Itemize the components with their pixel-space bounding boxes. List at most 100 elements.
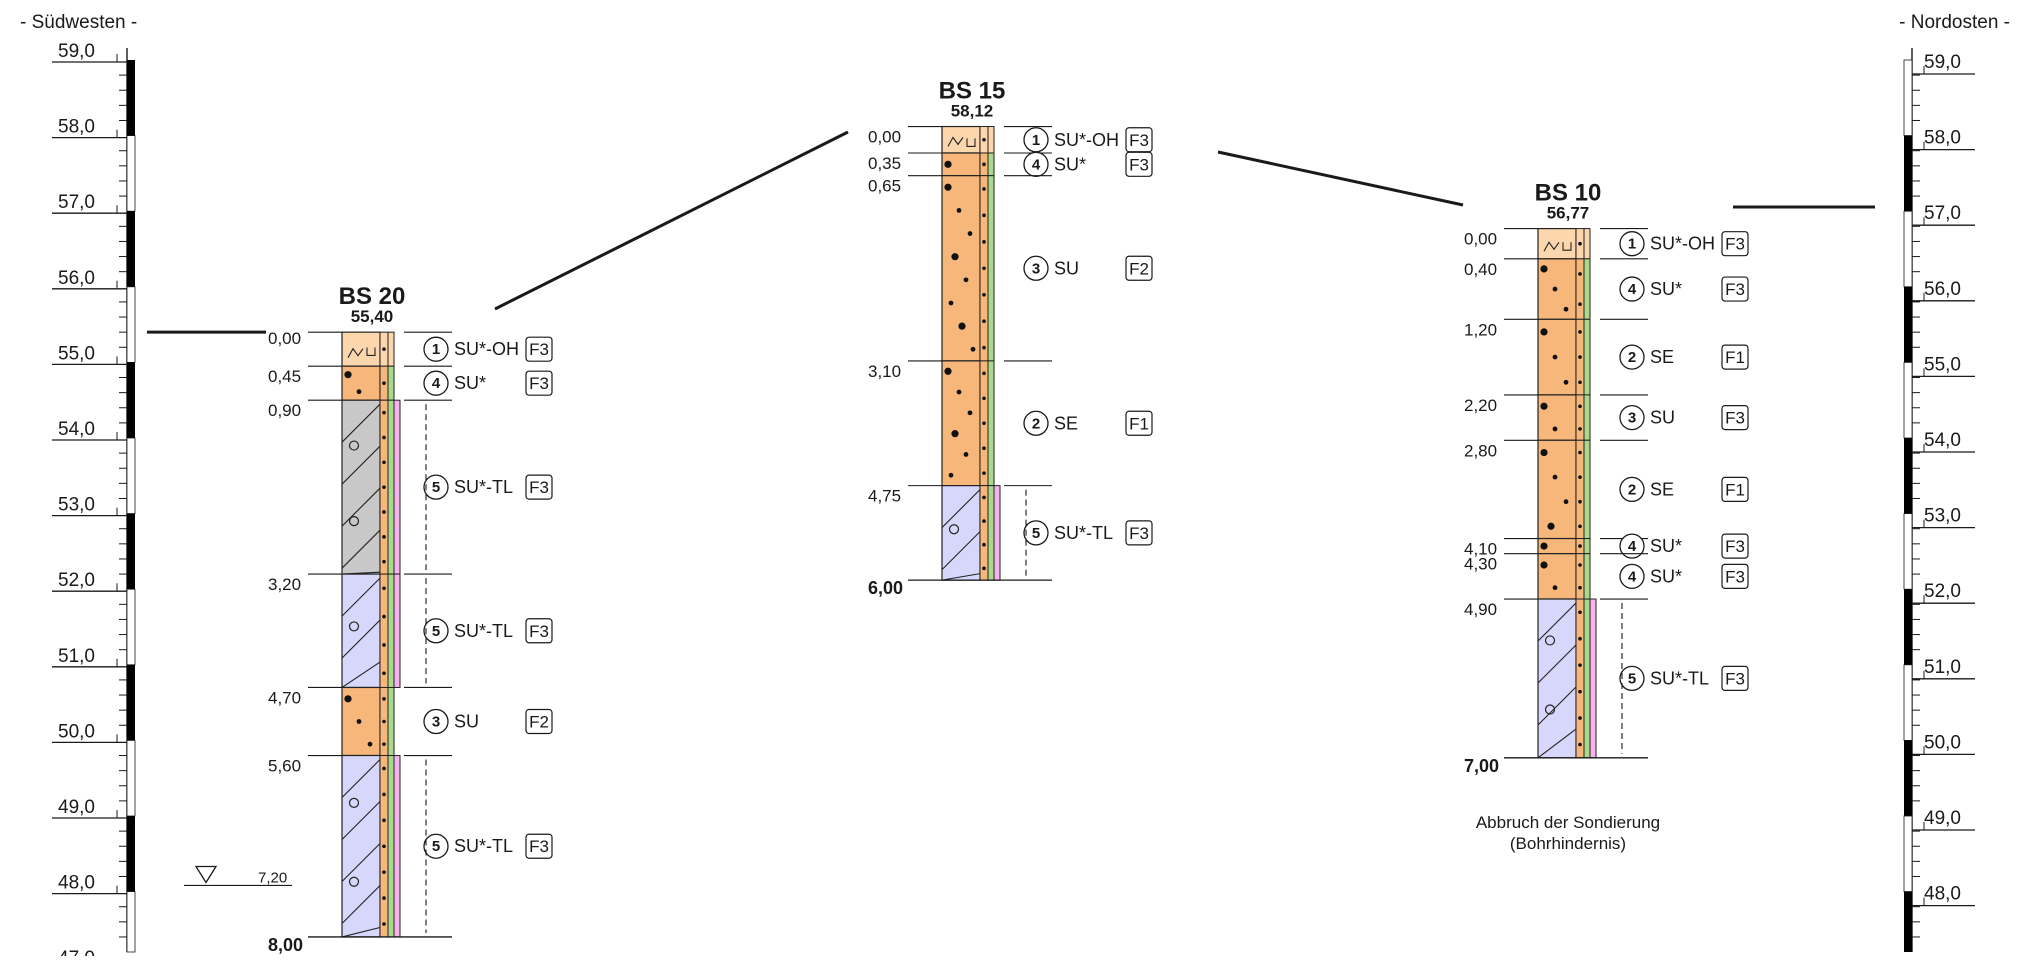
strip-dot	[1578, 716, 1582, 720]
grain-dot	[956, 389, 962, 395]
grain-dot	[344, 371, 352, 379]
scale-label: 52,0	[1924, 581, 1961, 602]
hatch-line	[341, 577, 381, 617]
frost-class-label: F3	[1725, 669, 1745, 688]
scale-bar-segment	[126, 740, 136, 817]
frost-class-label: F3	[1725, 409, 1745, 428]
scale-bar-segment	[127, 513, 135, 590]
strip-dot	[1578, 636, 1582, 641]
frost-class-label: F2	[1129, 259, 1149, 278]
scale-bar-segment	[126, 286, 136, 363]
layer-main-column	[1537, 553, 1577, 600]
grain-dot	[1552, 286, 1558, 292]
frost-class-label: F3	[529, 837, 549, 856]
soil-class-circle	[423, 370, 449, 396]
frost-class-label: F3	[1725, 280, 1745, 299]
layer: 1,20 2 SE F1	[1464, 318, 1749, 396]
scale-label: 51,0	[58, 646, 95, 667]
topsoil-symbol	[347, 347, 376, 358]
groundwater-label: 7,20	[258, 869, 287, 886]
grain-dot	[1552, 426, 1558, 432]
layer-strip	[387, 399, 395, 575]
depth-label: 0,65	[868, 177, 901, 196]
strip-dot	[382, 460, 386, 465]
depth-label: 0,45	[268, 367, 301, 386]
grain-dot	[1563, 306, 1569, 312]
elevation-scale-right: 59,0 58,0 57,0 56,0 55,0 54,0 53,0 52,0 51,0 50,0…	[1903, 48, 1975, 961]
termination-note-reason: (Bohrhindernis)	[1510, 834, 1626, 853]
grain-dot	[944, 160, 952, 168]
layer-main-column	[941, 360, 981, 487]
soil-class-circle	[1619, 476, 1645, 503]
grain-dot	[1547, 522, 1555, 530]
soil-class-circle	[423, 474, 449, 500]
grain-dot	[963, 277, 969, 283]
soil-group-label: SU	[454, 712, 479, 732]
frost-class-box	[1721, 231, 1749, 257]
grain-dot	[948, 472, 954, 478]
depth-label: 4,10	[1464, 540, 1497, 559]
frost-class-box	[1721, 665, 1749, 692]
soil-group-label: SU*-TL	[1650, 668, 1709, 688]
hatch-line	[341, 529, 381, 569]
frost-class-label: F3	[529, 374, 549, 393]
scale-label: 50,0	[58, 721, 95, 742]
layer-main-column	[341, 331, 381, 367]
hatch-line	[941, 531, 981, 571]
layer-strip	[987, 152, 995, 177]
soil-group-label: SU*-OH	[1650, 234, 1715, 254]
frost-class-box	[1125, 410, 1153, 436]
soil-class-circle	[423, 708, 449, 735]
layer-strip	[1575, 553, 1585, 600]
frost-class-label: F1	[1725, 480, 1745, 499]
strip-dot	[382, 586, 386, 591]
strip-dot	[1578, 450, 1582, 455]
frost-class-label: F3	[1725, 235, 1745, 254]
soil-class-circle	[1619, 231, 1645, 257]
terrain-segment	[494, 130, 849, 311]
scale-label: 53,0	[1924, 506, 1961, 527]
soil-class-number: 5	[432, 623, 440, 640]
strip-dot	[1578, 742, 1582, 747]
hatch-line	[1537, 728, 1577, 759]
soil-class-circle	[1619, 563, 1645, 589]
frost-class-box	[525, 833, 553, 859]
strip-dot	[1578, 563, 1582, 567]
termination-note: Abbruch der Sondierung	[1476, 813, 1660, 832]
layer-strip	[1583, 228, 1591, 260]
soil-group-label: SU	[1054, 258, 1079, 278]
frost-class-box	[525, 370, 553, 396]
soil-group-label: SU*-TL	[1054, 523, 1113, 543]
strip-dot	[382, 643, 386, 647]
soil-group-label: SU*	[1650, 279, 1682, 299]
soil-class-circle	[1023, 151, 1049, 177]
soil-class-number: 1	[432, 341, 440, 358]
scale-bar-segment	[127, 816, 135, 892]
layer: 5,60 5 SU*-TL F3	[268, 754, 553, 938]
frost-class-box	[525, 336, 553, 362]
soil-group-label: SU*-OH	[1054, 130, 1119, 150]
soil-class-number: 1	[1032, 132, 1040, 149]
strip-dot	[982, 519, 986, 523]
strip-dot	[982, 421, 986, 426]
layer-strip	[387, 755, 395, 938]
soil-class-number: 4	[1628, 538, 1637, 555]
hatch-line	[341, 487, 381, 527]
layer-strip	[393, 573, 401, 688]
grain-dot	[1552, 354, 1558, 360]
grain-dot	[948, 300, 954, 306]
strip-dot	[982, 396, 986, 401]
borehole-elevation: 55,40	[351, 307, 394, 326]
frost-class-label: F3	[1129, 155, 1149, 174]
layer-strip	[1583, 553, 1591, 600]
scale-bar-segment	[126, 891, 136, 953]
strip-dot	[382, 381, 386, 385]
frost-class-label: F3	[1725, 567, 1745, 586]
frost-class-box	[525, 474, 553, 500]
layer: 0,45 4 SU* F3	[268, 365, 553, 401]
groundwater-symbol	[194, 865, 218, 884]
strip-dot	[382, 614, 386, 619]
